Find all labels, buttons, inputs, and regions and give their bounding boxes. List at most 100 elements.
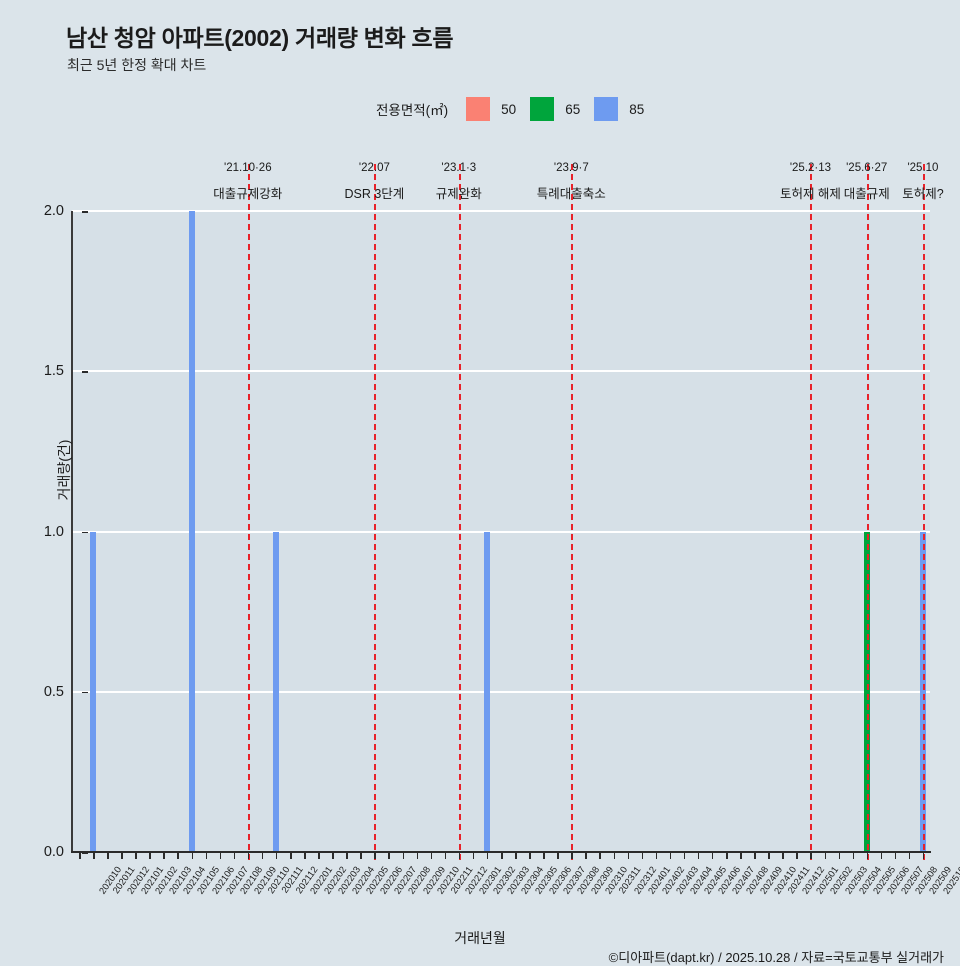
x-tick-mark xyxy=(318,852,320,859)
x-tick-mark xyxy=(740,852,742,859)
y-tick-label: 2.0 xyxy=(43,203,64,219)
chart-subtitle: 최근 5년 한정 확대 차트 xyxy=(67,57,207,73)
x-tick-mark xyxy=(669,852,672,859)
x-tick-mark xyxy=(360,852,362,859)
y-tick-label: 1.0 xyxy=(43,523,64,540)
legend-label: 85 xyxy=(629,101,645,117)
legend-label: 65 xyxy=(565,101,581,117)
x-tick-mark xyxy=(838,852,841,859)
x-tick-mark xyxy=(261,852,264,859)
legend-swatch-icon xyxy=(594,97,619,121)
x-tick-mark xyxy=(866,852,869,859)
gridline xyxy=(72,690,930,693)
x-tick-mark xyxy=(599,852,601,859)
event-line-202309 xyxy=(571,164,574,860)
x-tick-mark xyxy=(810,852,812,859)
bar-85-202112[interactable] xyxy=(272,531,279,852)
y-axis-line xyxy=(71,211,73,852)
x-tick-mark xyxy=(107,852,109,859)
x-tick-mark xyxy=(515,852,517,859)
legend-label: 50 xyxy=(501,101,517,117)
x-tick-mark xyxy=(585,852,587,859)
x-tick-mark xyxy=(768,852,770,859)
x-tick-mark xyxy=(458,852,461,859)
x-tick-mark xyxy=(275,852,278,859)
x-tick-mark xyxy=(247,852,250,859)
chart-legend: 전용면적(㎡) 50 65 85 xyxy=(376,96,658,122)
x-tick-mark xyxy=(332,852,334,859)
x-tick-mark xyxy=(711,852,714,859)
plot-area xyxy=(72,164,930,860)
y-tick-mark xyxy=(82,691,88,694)
event-line-202510 xyxy=(922,164,925,860)
x-tick-mark xyxy=(697,852,700,859)
y-tick-mark xyxy=(82,371,88,373)
x-tick-mark xyxy=(754,852,756,859)
y-tick-mark xyxy=(82,531,88,533)
x-tick-mark xyxy=(233,852,236,859)
x-tick-mark xyxy=(894,852,897,859)
x-tick-mark xyxy=(416,852,419,859)
gridline xyxy=(72,530,930,533)
gridline xyxy=(72,370,930,373)
event-line-202207 xyxy=(374,164,377,860)
bar-85-202106[interactable] xyxy=(188,211,195,852)
x-tick-mark xyxy=(346,852,348,859)
x-tick-mark xyxy=(880,852,883,859)
y-tick-label: 1.5 xyxy=(43,363,64,380)
x-tick-mark xyxy=(557,852,559,859)
y-tick-label: 0.0 xyxy=(43,844,64,860)
x-axis-line xyxy=(71,851,931,853)
x-tick-mark xyxy=(782,852,784,859)
legend-swatch-icon xyxy=(466,97,491,121)
x-tick-mark xyxy=(655,852,658,859)
legend-entry-50[interactable]: 50 xyxy=(466,97,516,121)
page-title: 남산 청암 아파트(2002) 거래량 변화 흐름 xyxy=(66,25,454,51)
bar-85-202011[interactable] xyxy=(90,531,97,852)
legend-title: 전용면적(㎡) xyxy=(376,103,449,118)
y-tick-mark xyxy=(82,211,88,213)
x-tick-mark xyxy=(472,852,475,859)
x-tick-mark xyxy=(374,852,376,859)
event-line-202506 xyxy=(866,164,869,860)
legend-swatch-icon xyxy=(530,97,555,121)
gridline xyxy=(72,210,930,212)
y-tick-label: 0.5 xyxy=(43,683,64,700)
x-tick-mark xyxy=(177,852,179,859)
x-tick-mark xyxy=(908,852,911,859)
bar-85-202303[interactable] xyxy=(483,531,490,852)
x-tick-mark xyxy=(444,852,447,859)
legend-entry-65[interactable]: 65 xyxy=(530,97,580,121)
y-tick-mark xyxy=(82,852,88,854)
event-line-202301 xyxy=(458,164,461,860)
x-tick-mark xyxy=(121,852,123,859)
footer-credit: ©디아파트(dapt.kr) / 2025.10.28 / 자료=국토교통부 실… xyxy=(608,950,944,965)
x-tick-mark xyxy=(219,852,222,859)
x-tick-mark xyxy=(501,852,503,859)
x-tick-mark xyxy=(149,852,151,859)
x-tick-mark xyxy=(796,852,798,859)
event-line-202110 xyxy=(247,164,250,860)
x-tick-mark xyxy=(613,852,616,859)
legend-entry-85[interactable]: 85 xyxy=(594,97,644,121)
x-tick-mark xyxy=(571,852,573,859)
x-tick-mark xyxy=(402,852,405,859)
x-tick-mark xyxy=(922,852,925,859)
x-tick-mark xyxy=(824,852,826,859)
x-tick-mark xyxy=(486,852,489,859)
x-tick-mark xyxy=(683,852,686,859)
x-tick-mark xyxy=(79,852,81,859)
x-tick-mark xyxy=(191,852,194,859)
x-tick-mark xyxy=(163,852,165,859)
x-tick-mark xyxy=(529,852,531,859)
event-line-202502 xyxy=(810,164,813,860)
x-tick-mark xyxy=(290,852,292,859)
x-axis-label: 거래년월 xyxy=(454,930,506,946)
x-tick-mark xyxy=(93,852,95,859)
x-tick-mark xyxy=(430,852,433,859)
y-axis-label: 거래량(건) xyxy=(56,439,72,501)
x-tick-mark xyxy=(627,852,630,859)
x-tick-mark xyxy=(852,852,855,859)
x-tick-mark xyxy=(304,852,306,859)
